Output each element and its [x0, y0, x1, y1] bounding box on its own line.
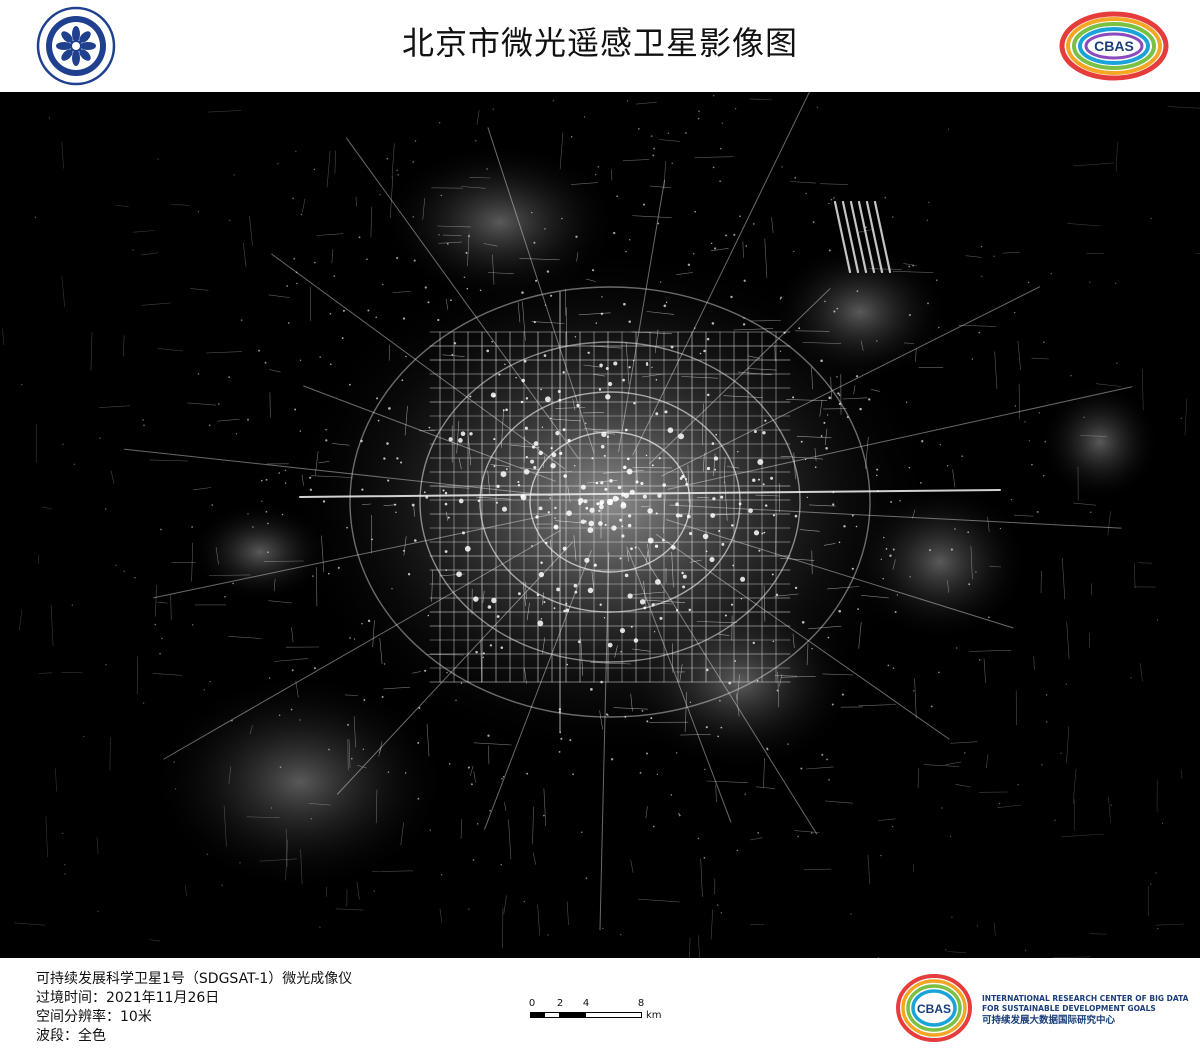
page-title: 北京市微光遥感卫星影像图 — [401, 24, 798, 62]
transit-time: 过境时间：2021年11月26日 — [36, 990, 220, 1006]
night-light-map — [0, 92, 1200, 958]
image-metadata: 可持续发展科学卫星1号（SDGSAT-1）微光成像仪 过境时间：2021年11月… — [36, 970, 352, 1046]
org-name: INTERNATIONAL RESEARCH CENTER OF BIG DAT… — [982, 994, 1188, 1026]
org-name-en-1: INTERNATIONAL RESEARCH CENTER OF BIG DAT… — [982, 994, 1189, 1003]
scale-bar-graphic — [530, 1012, 642, 1018]
cbas-logo-bottom: CBAS — [896, 974, 972, 1042]
scale-tick-0: 0 — [528, 998, 536, 1009]
scale-tick-8: 8 — [637, 998, 645, 1009]
scale-bar: 0 2 4 8 km — [520, 998, 680, 1038]
cas-logo — [36, 6, 116, 86]
spatial-resolution: 空间分辨率：10米 — [36, 1009, 152, 1025]
org-name-cn: 可持续发展大数据国际研究中心 — [982, 1015, 1116, 1026]
satellite-info: 可持续发展科学卫星1号（SDGSAT-1）微光成像仪 — [36, 971, 353, 987]
cbas-logo: CBAS — [1059, 11, 1169, 81]
svg-text:CBAS: CBAS — [917, 1002, 951, 1016]
scale-tick-4: 4 — [582, 998, 590, 1009]
band-info: 波段：全色 — [36, 1028, 106, 1044]
footer: 可持续发展科学卫星1号（SDGSAT-1）微光成像仪 过境时间：2021年11月… — [0, 958, 1200, 1052]
scale-tick-2: 2 — [556, 998, 564, 1009]
scale-unit: km — [646, 1010, 662, 1021]
svg-text:CBAS: CBAS — [1094, 38, 1134, 54]
night-light-image — [0, 92, 1200, 958]
org-name-en-2: FOR SUSTAINABLE DEVELOPMENT GOALS — [982, 1004, 1156, 1013]
header: 北京市微光遥感卫星影像图 CBAS — [0, 0, 1200, 92]
